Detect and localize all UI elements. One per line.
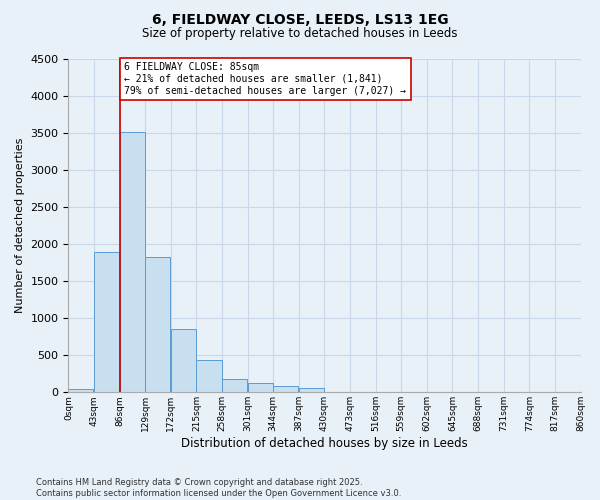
Bar	[196, 360, 221, 392]
Bar	[299, 388, 324, 392]
Bar	[273, 386, 298, 392]
Text: Size of property relative to detached houses in Leeds: Size of property relative to detached ho…	[142, 28, 458, 40]
Bar	[145, 258, 170, 392]
Text: Contains HM Land Registry data © Crown copyright and database right 2025.
Contai: Contains HM Land Registry data © Crown c…	[36, 478, 401, 498]
Text: 6, FIELDWAY CLOSE, LEEDS, LS13 1EG: 6, FIELDWAY CLOSE, LEEDS, LS13 1EG	[152, 12, 448, 26]
Bar	[119, 132, 145, 392]
Bar	[248, 383, 273, 392]
X-axis label: Distribution of detached houses by size in Leeds: Distribution of detached houses by size …	[181, 437, 468, 450]
Bar	[171, 328, 196, 392]
Bar	[94, 252, 119, 392]
Bar	[222, 380, 247, 392]
Text: 6 FIELDWAY CLOSE: 85sqm
← 21% of detached houses are smaller (1,841)
79% of semi: 6 FIELDWAY CLOSE: 85sqm ← 21% of detache…	[124, 62, 406, 96]
Y-axis label: Number of detached properties: Number of detached properties	[15, 138, 25, 314]
Bar	[68, 388, 94, 392]
